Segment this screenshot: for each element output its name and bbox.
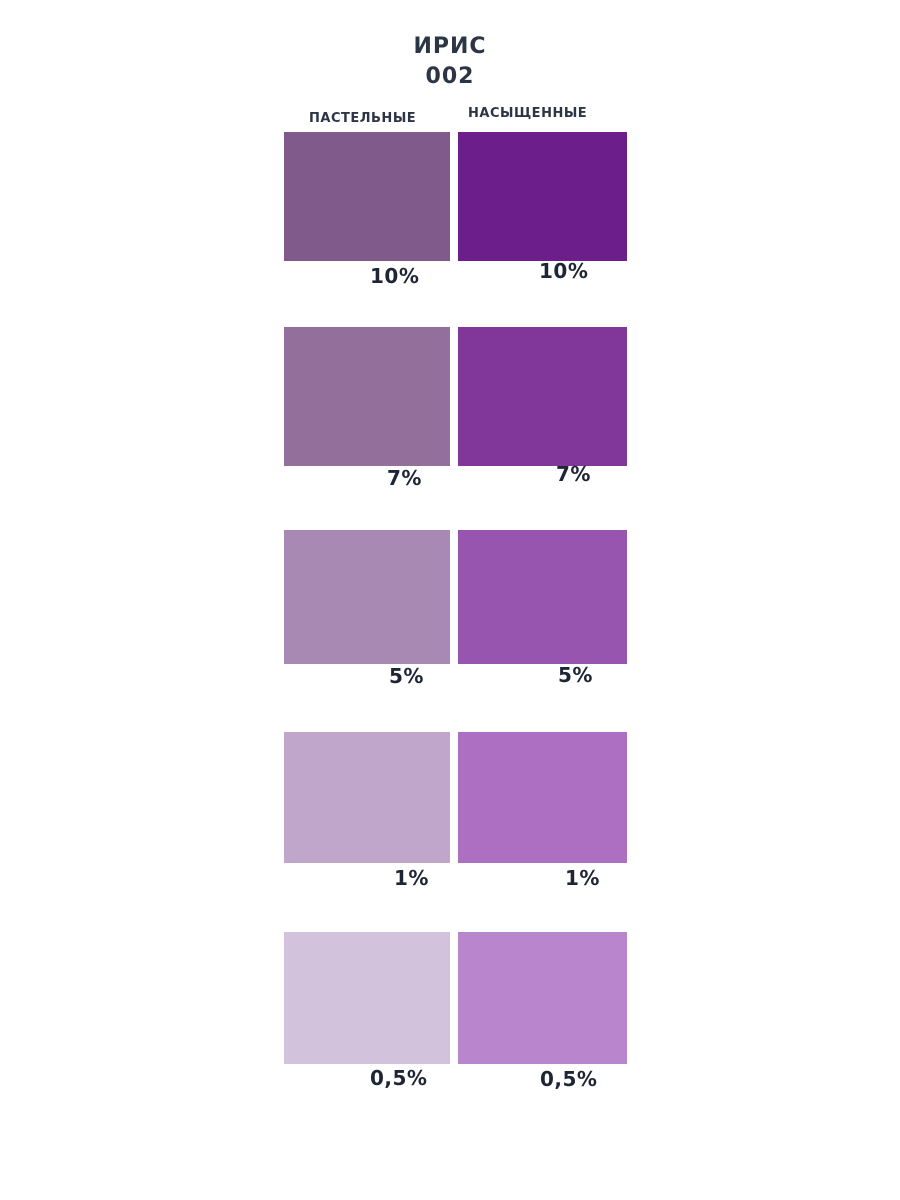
pastel-column-label: ПАСТЕЛЬНЫЕ	[309, 111, 417, 126]
pastel-swatch-1	[284, 732, 450, 863]
saturated-swatch-10	[458, 132, 627, 261]
pastel-percent-label: 0,5%	[370, 1066, 428, 1090]
pastel-swatch-0-5	[284, 932, 450, 1064]
saturated-percent-label: 10%	[539, 259, 589, 283]
saturated-percent-label: 0,5%	[540, 1067, 598, 1091]
product-code: 002	[425, 64, 475, 89]
pastel-percent-label: 5%	[389, 664, 424, 688]
pastel-percent-label: 10%	[370, 264, 420, 288]
saturated-swatch-1	[458, 732, 627, 863]
saturated-swatch-7	[458, 327, 627, 466]
saturated-percent-label: 7%	[556, 462, 591, 486]
pastel-swatch-10	[284, 132, 450, 261]
saturated-percent-label: 1%	[565, 866, 600, 890]
saturated-swatch-5	[458, 530, 627, 664]
saturated-swatch-0-5	[458, 932, 627, 1064]
saturated-percent-label: 5%	[558, 663, 593, 687]
pastel-swatch-5	[284, 530, 450, 664]
pastel-swatch-7	[284, 327, 450, 466]
product-name: ИРИС	[413, 34, 487, 59]
pastel-percent-label: 1%	[394, 866, 429, 890]
pastel-percent-label: 7%	[387, 466, 422, 490]
saturated-column-label: НАСЫЩЕННЫЕ	[468, 106, 588, 121]
